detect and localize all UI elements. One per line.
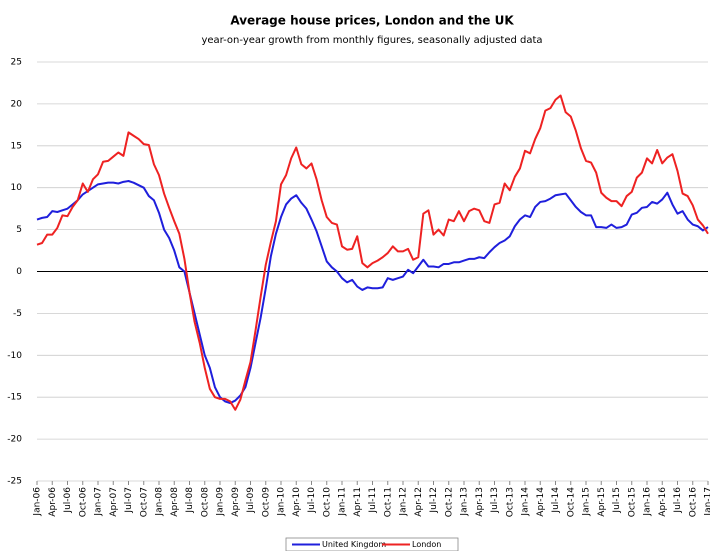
y-tick-label: 5 [16, 225, 22, 235]
x-tick-label: Oct-16 [688, 487, 698, 518]
y-tick-label: -10 [7, 351, 22, 361]
x-tick-label: Oct-13 [505, 487, 515, 517]
x-tick-label: Apr-08 [170, 487, 180, 517]
x-tick-label: Apr-07 [109, 487, 119, 517]
x-tick-label: Apr-11 [353, 487, 363, 517]
x-tick-label: Oct-08 [200, 487, 210, 518]
x-tick-label: Apr-10 [292, 487, 302, 517]
y-tick-label: 0 [16, 267, 22, 277]
legend-label: United Kingdom [322, 540, 386, 549]
y-tick-label: 20 [11, 99, 23, 109]
x-tick-label: Apr-15 [597, 487, 607, 517]
x-tick-label: Jul-08 [185, 487, 195, 514]
x-tick-label: Jan-12 [399, 487, 409, 517]
y-tick-label: -15 [7, 393, 22, 403]
x-tick-label: Jan-09 [216, 487, 226, 517]
y-tick-label: 15 [11, 141, 22, 151]
x-tick-label: Oct-14 [566, 487, 576, 518]
x-tick-label: Jan-11 [338, 487, 348, 517]
legend-box [285, 537, 459, 551]
x-tick-label: Apr-13 [475, 487, 485, 517]
x-tick-label: Jul-07 [124, 487, 134, 514]
x-tick-label: Apr-14 [536, 487, 546, 517]
x-tick-label: Jan-16 [643, 487, 653, 517]
x-tick-label: Oct-06 [78, 487, 88, 518]
x-tick-label: Jan-15 [582, 487, 592, 517]
x-tick-label: Jul-06 [63, 487, 73, 514]
x-tick-label: Jul-14 [551, 487, 561, 514]
x-tick-label: Jul-16 [673, 487, 683, 514]
x-tick-label: Apr-09 [231, 487, 241, 517]
y-tick-label: -5 [13, 309, 22, 319]
y-tick-label: 10 [11, 183, 23, 193]
series-line [36, 94, 709, 411]
x-tick-label: Oct-12 [444, 487, 454, 517]
legend-label: London [412, 540, 441, 549]
x-tick-label: Jan-10 [277, 487, 287, 517]
x-tick-label: Apr-16 [658, 487, 668, 517]
x-tick-label: Oct-15 [627, 487, 637, 517]
x-tick-label: Jan-14 [521, 487, 531, 517]
x-tick-label: Jul-10 [307, 487, 317, 514]
x-tick-label: Jul-12 [429, 487, 439, 514]
x-tick-label: Jul-11 [368, 487, 378, 514]
x-tick-label: Jan-07 [94, 487, 104, 517]
chart-title: Average house prices, London and the UK [230, 14, 514, 28]
y-tick-label: -20 [7, 435, 22, 445]
x-tick-label: Apr-12 [414, 487, 424, 517]
x-tick-label: Jan-17 [704, 487, 710, 517]
x-tick-label: Oct-09 [261, 487, 271, 518]
x-tick-label: Jul-13 [490, 487, 500, 514]
y-tick-label: 25 [11, 58, 22, 68]
x-tick-label: Jul-15 [612, 487, 622, 514]
x-tick-label: Jan-13 [460, 487, 470, 517]
y-tick-label: -25 [7, 477, 22, 487]
x-tick-label: Jan-08 [155, 487, 165, 517]
x-tick-label: Oct-10 [322, 487, 332, 518]
x-tick-label: Jul-09 [246, 487, 256, 514]
x-tick-label: Jan-06 [33, 487, 43, 517]
x-tick-label: Oct-11 [383, 487, 393, 517]
x-tick-label: Oct-07 [139, 487, 149, 517]
chart-subtitle: year-on-year growth from monthly figures… [201, 35, 542, 46]
x-tick-label: Apr-06 [48, 487, 58, 517]
series-line [36, 180, 709, 405]
